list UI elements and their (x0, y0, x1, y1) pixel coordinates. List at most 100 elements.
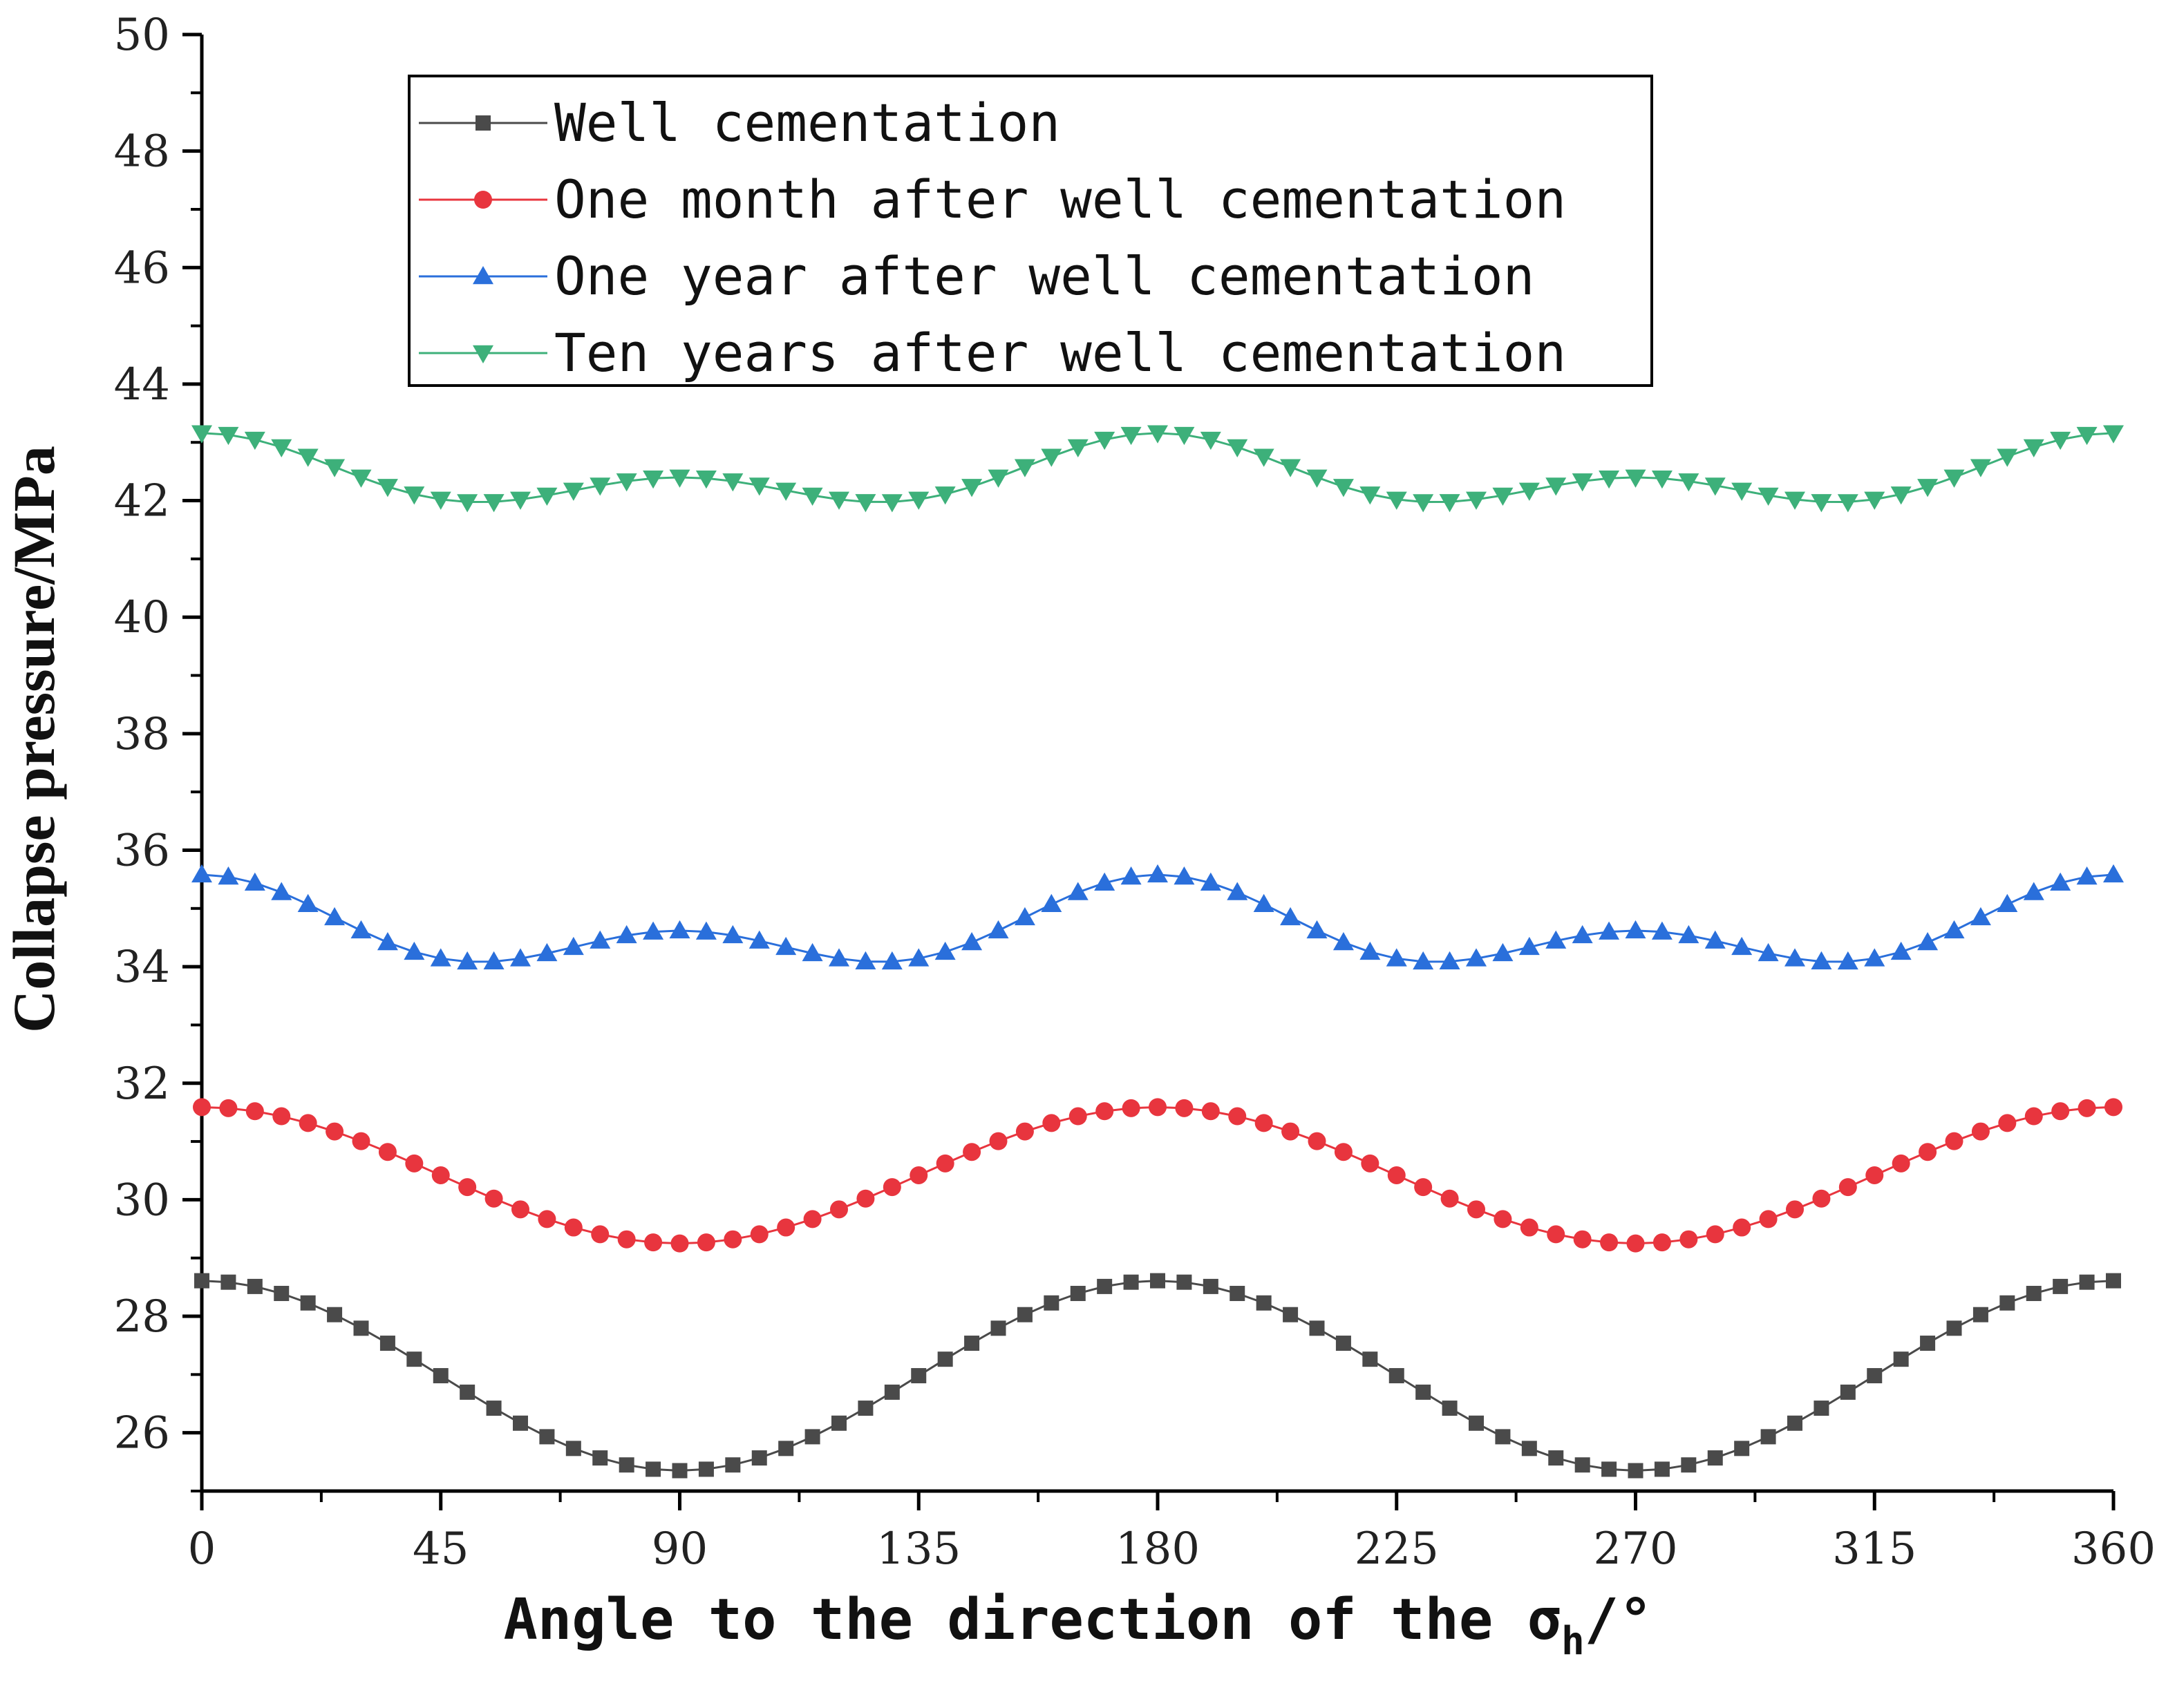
series-1 (194, 1273, 2121, 1479)
data-point (350, 920, 372, 939)
data-point (245, 1102, 264, 1121)
data-point (777, 1218, 795, 1237)
data-point (829, 491, 849, 510)
data-point (1200, 872, 1221, 891)
data-point (725, 1457, 741, 1473)
data-point (1094, 431, 1115, 450)
data-point (219, 1099, 238, 1117)
data-point (961, 932, 983, 951)
data-point (1386, 491, 1407, 510)
series-4 (191, 425, 2124, 513)
data-point (193, 1098, 211, 1117)
data-point (1628, 1463, 1643, 1479)
x-tick-label: 45 (413, 1524, 469, 1575)
data-point (775, 482, 797, 501)
legend-label: Well cementation (554, 92, 1060, 153)
y-tick-label: 36 (114, 825, 170, 876)
y-tick-label: 28 (114, 1291, 170, 1342)
data-point (1227, 882, 1248, 900)
x-tick-label: 180 (1115, 1524, 1200, 1575)
data-point (1147, 425, 1168, 444)
data-point (778, 1441, 794, 1456)
x-tick-label: 90 (652, 1524, 708, 1575)
data-point (1014, 907, 1035, 926)
data-point (695, 471, 717, 489)
data-point (2104, 1098, 2122, 1117)
data-point (1706, 1225, 1724, 1244)
data-point (1123, 1274, 1139, 1290)
y-tick-label: 44 (114, 359, 170, 410)
data-point (1495, 1429, 1511, 1445)
data-point (460, 1384, 475, 1400)
data-point (1814, 1401, 1829, 1416)
data-point (1943, 920, 1965, 939)
data-point (1946, 1320, 1962, 1336)
data-point (1972, 1307, 1988, 1322)
data-point (1572, 924, 1593, 944)
data-point (1787, 1415, 1802, 1431)
y-tick-label: 42 (114, 476, 170, 527)
x-tick-label: 270 (1593, 1524, 1677, 1575)
data-point (1283, 1307, 1299, 1322)
legend-marker (473, 345, 493, 363)
data-point (1014, 459, 1035, 477)
data-point (1359, 941, 1381, 960)
data-point (1253, 448, 1274, 467)
data-point (697, 1233, 715, 1252)
legend-item: One month after well cementation (419, 169, 1566, 230)
data-point (748, 477, 770, 496)
y-tick-label: 50 (114, 10, 170, 61)
data-point (646, 1461, 661, 1477)
data-point (1548, 1450, 1564, 1466)
data-point (2053, 1278, 2069, 1294)
data-point (1681, 1457, 1697, 1473)
data-point (910, 1166, 928, 1184)
data-point (1734, 1441, 1750, 1456)
data-point (1120, 426, 1142, 446)
data-point (751, 1450, 767, 1466)
data-point (1840, 1384, 1856, 1400)
data-point (191, 425, 212, 444)
data-point (1200, 431, 1221, 450)
data-point (1838, 1178, 1857, 1197)
data-point (1149, 1098, 1167, 1117)
data-point (750, 1225, 769, 1244)
data-point (616, 473, 637, 492)
series-line (201, 1106, 2114, 1245)
data-point (1332, 932, 1354, 951)
data-point (1413, 951, 1434, 970)
data-point (1997, 893, 2018, 913)
data-point (1865, 1166, 1884, 1184)
data-point (539, 1429, 555, 1445)
data-point (1097, 1278, 1113, 1294)
data-point (430, 491, 451, 510)
data-point (1015, 1122, 1034, 1141)
data-point (1652, 1233, 1671, 1252)
data-point (1017, 1307, 1033, 1322)
data-point (2023, 439, 2044, 458)
data-point (803, 1210, 822, 1228)
data-point (297, 893, 319, 913)
data-point (1997, 448, 2018, 467)
data-point (353, 1320, 369, 1336)
data-point (964, 1336, 980, 1351)
data-point (1120, 866, 1142, 885)
data-point (404, 486, 425, 505)
x-tick-label: 315 (1832, 1524, 1916, 1575)
data-point (324, 907, 346, 926)
data-point (1786, 1200, 1804, 1219)
data-point (831, 1415, 847, 1431)
data-point (511, 1200, 529, 1219)
y-tick-label: 38 (114, 709, 170, 760)
data-point (1707, 1450, 1723, 1466)
data-point (884, 1384, 900, 1400)
data-point (1386, 948, 1407, 967)
data-point (1095, 1102, 1114, 1121)
data-point (272, 1107, 291, 1126)
data-point (458, 1178, 477, 1197)
data-point (1335, 1336, 1351, 1351)
data-point (722, 924, 744, 944)
legend-label: One year after well cementation (554, 245, 1534, 307)
data-point (1892, 1154, 1910, 1173)
data-point (563, 936, 584, 956)
